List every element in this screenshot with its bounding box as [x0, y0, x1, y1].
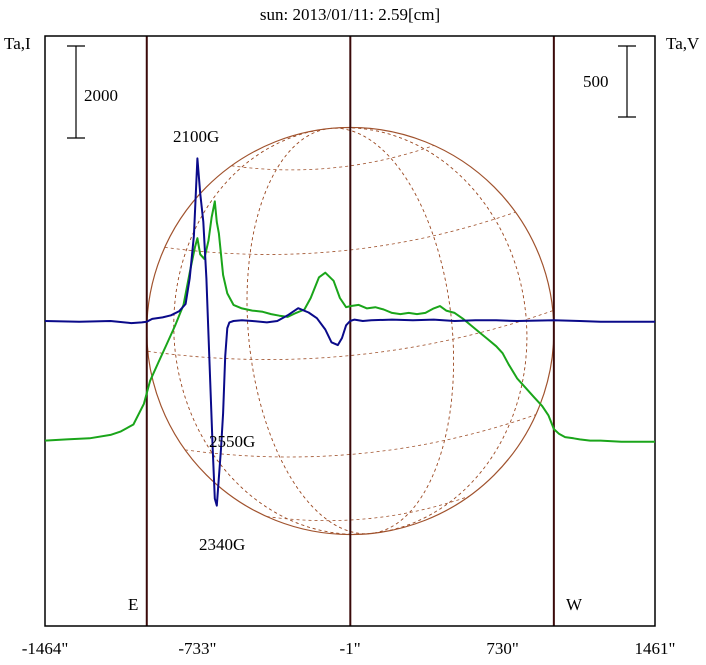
plot-frame: [44, 35, 656, 627]
left-axis-label: Ta,I: [4, 34, 31, 53]
parallel-line: [147, 310, 553, 360]
right-scale-bar-label: 500: [583, 72, 609, 91]
parallel-line: [231, 145, 435, 171]
polarization-line: [44, 157, 655, 507]
x-tick-label: 1461": [635, 639, 676, 658]
parallel-line: [185, 414, 536, 458]
left-scale-bar-label: 2000: [84, 86, 118, 105]
x-tick-label: -733": [178, 639, 216, 658]
annotation-2340g: 2340G: [199, 535, 245, 554]
annotation-2550g: 2550G: [209, 432, 255, 451]
parallel-line: [164, 211, 516, 255]
east-limb-label: E: [128, 595, 138, 614]
annotation-2100g: 2100G: [173, 127, 219, 146]
parallel-line: [266, 495, 470, 522]
chart-title: sun: 2013/01/11: 2.59[cm]: [260, 5, 440, 24]
x-tick-label: -1464": [22, 639, 69, 658]
x-tick-label: -1": [340, 639, 361, 658]
west-limb-label: W: [566, 595, 583, 614]
meridian-line: [173, 127, 528, 535]
right-axis-label: Ta,V: [666, 34, 700, 53]
x-tick-label: 730": [486, 639, 518, 658]
